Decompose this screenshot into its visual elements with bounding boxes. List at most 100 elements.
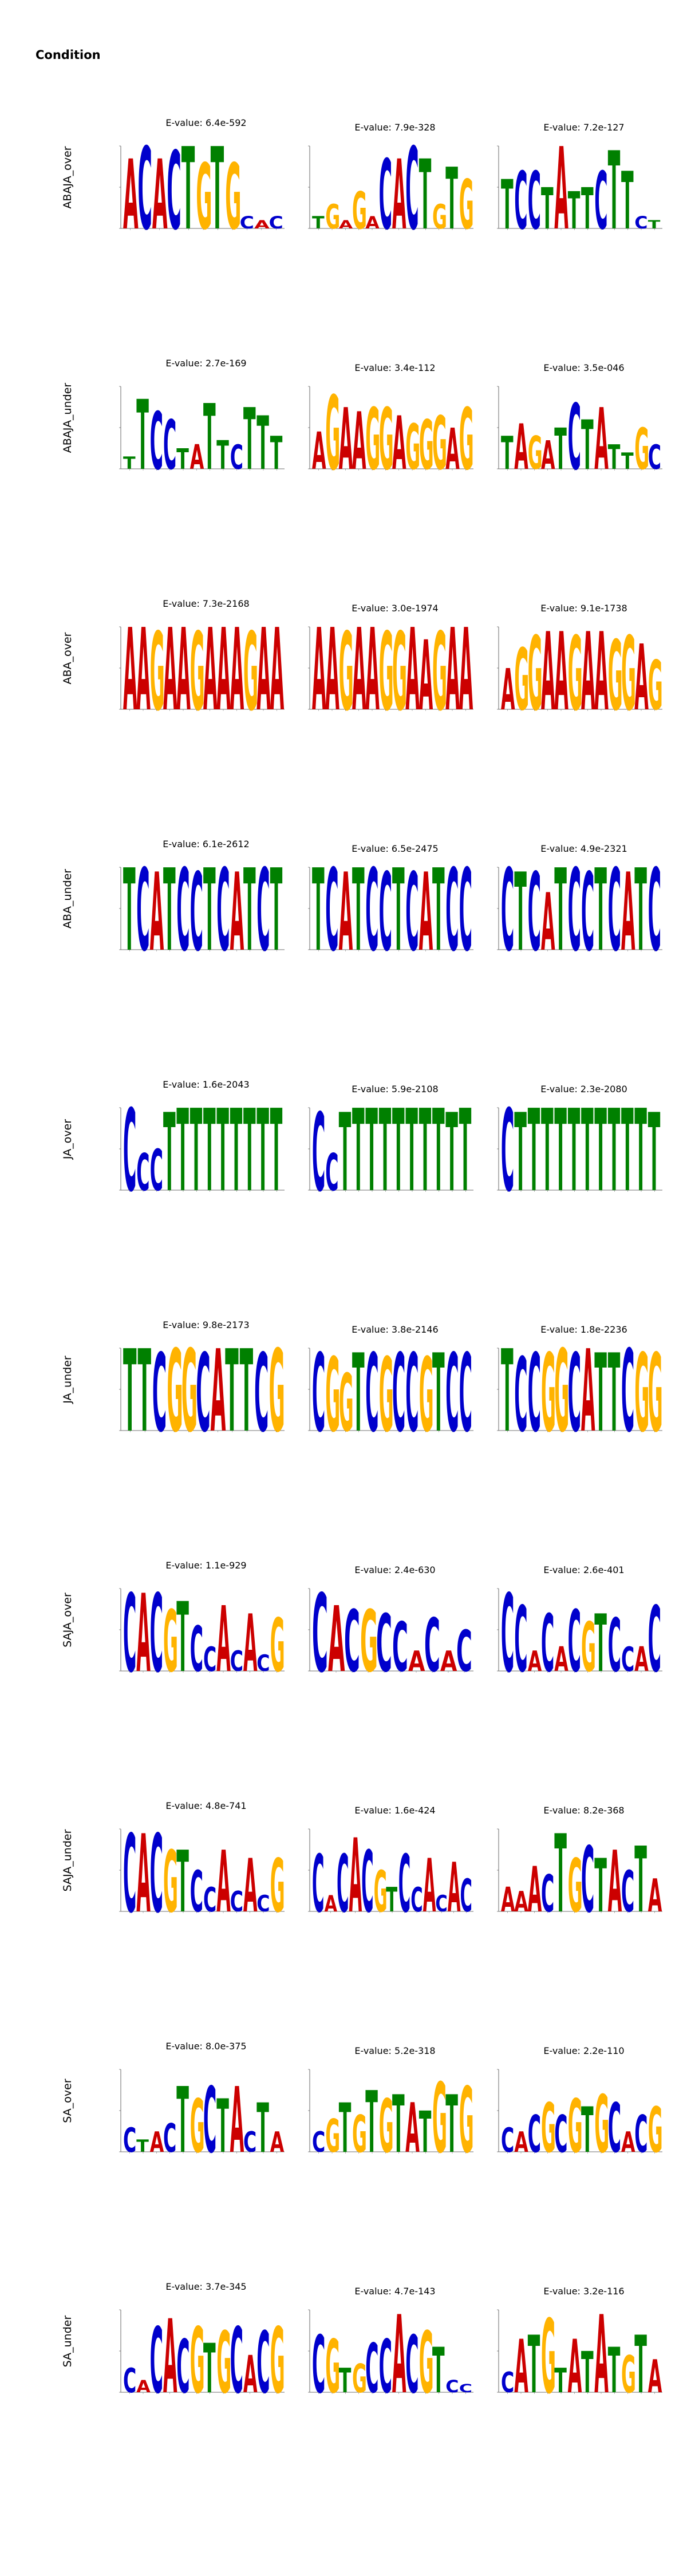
condition-row: ABAJA_over E-value: 6.4e-592 A C A C T G T G C A C E-… (0, 117, 687, 312)
logo-letter: G (325, 376, 340, 491)
logo-letter: T (581, 407, 594, 485)
logo-letter: G (190, 617, 205, 731)
logo-letter: T (216, 432, 229, 479)
logo-letter: T (203, 385, 216, 490)
logo-letter: T (123, 454, 136, 473)
logo-letter: T (594, 1097, 607, 1212)
condition-row: ABA_under E-value: 6.1e-2612 T C A T C C T C A T C T E… (0, 839, 687, 1033)
sequence-logo: C GGT C GC C GT C C (308, 1338, 473, 1452)
logo-letter: T (581, 2095, 594, 2167)
logo-letter: C (123, 1819, 136, 1933)
logo-letter: A (203, 617, 218, 731)
logo-letter: C (256, 1651, 270, 1677)
motif-panel: E-value: 7.2e-127 T C C T A T T C T T C T (489, 117, 678, 312)
logo-letter: T (203, 857, 216, 971)
logo-letter: C (365, 857, 378, 971)
logo-letter: C (152, 1338, 167, 1452)
row-label: ABAJA_under (61, 382, 74, 453)
logo-letter: C (344, 1593, 360, 1691)
logo-letter: G (528, 428, 543, 480)
logo-letter: T (554, 417, 567, 483)
logo-letter: A (648, 2351, 662, 2404)
motif-panel: E-value: 3.0e-1974 A A G A A G G A A G A A (301, 598, 489, 793)
logo-letter: G (270, 2308, 285, 2413)
logo-letter: A (634, 1640, 649, 1680)
logo-letter: T (608, 2335, 621, 2407)
row-label: SAJA_over (61, 1593, 74, 1647)
evalue-label: E-value: 9.8e-2173 (163, 1319, 250, 1330)
evalue-label: E-value: 2.4e-630 (354, 1564, 436, 1575)
motif-panel: E-value: 4.9e-2321 C T C A T C C T C A T C (489, 839, 678, 1033)
evalue-label: E-value: 5.2e-318 (354, 2045, 436, 2056)
logo-letter: C (190, 1860, 203, 1925)
logo-letter: G (339, 617, 354, 731)
logo-letter: C (312, 1578, 328, 1693)
logo-letter: C (581, 1827, 594, 1933)
logo-letter: T (594, 1598, 607, 1690)
logo-letter: T (634, 2319, 647, 2411)
logo-letter: G (365, 391, 380, 489)
logo-letter: G (432, 197, 447, 237)
logo-letter: A (176, 617, 191, 731)
logo-letter: C (379, 2325, 392, 2411)
motif-panel: E-value: 3.8e-2146 C G G T C G C C G T C C (301, 1319, 489, 1514)
logo-letter: A (445, 617, 460, 731)
logo-letter: C (424, 1603, 440, 1689)
logo-letter: T (419, 1097, 432, 1212)
logo-letter: C (365, 2330, 378, 2409)
logo-letter: C (230, 2308, 243, 2413)
logo-letter: T (568, 1097, 581, 1212)
condition-row: ABAJA_under E-value: 2.7e-169 T T C C T A T T C T T T… (0, 358, 687, 552)
logo-letter: G (419, 1338, 434, 1452)
condition-row: JA_over E-value: 1.6e-2043 C C C T T T T T T T T T E-v… (0, 1079, 687, 1274)
motif-panel: E-value: 6.5e-2475 T C A T C C T C A T C C (301, 839, 489, 1033)
logo-letter: T (256, 2090, 269, 2168)
logo-letter: C (123, 2121, 136, 2160)
logo-letter: G (459, 391, 474, 489)
logo-letter: C (196, 1338, 210, 1452)
logo-letter: G (568, 1844, 583, 1930)
motif-panel: E-value: 2.3e-2080 C T T T T T T T T T T T (489, 1079, 678, 1274)
logo-letter: G (243, 617, 258, 731)
logo-letter: A (648, 1870, 662, 1923)
logo-letter: T (243, 857, 256, 971)
logo-letter: T (176, 1834, 189, 1931)
logo-letter: C (312, 1838, 324, 1930)
logo-letter: C (392, 1338, 405, 1452)
logo-letter: T (176, 2068, 189, 2173)
logo-letter: G (541, 1338, 556, 1452)
evalue-label: E-value: 3.2e-116 (543, 2286, 625, 2297)
logo-letter: A (621, 2126, 635, 2159)
condition-row: ABA_over E-value: 7.3e-2168 A A G A A G A A A G A A E-… (0, 598, 687, 793)
logo-letter: T (339, 2361, 352, 2401)
logo-letter: C (138, 136, 152, 250)
logo-letter: C (216, 857, 230, 971)
logo-letter: C (568, 857, 581, 971)
logo-letter: C (312, 2126, 325, 2159)
logo-letter: T (386, 1881, 397, 1920)
logo-letter: G (432, 401, 447, 487)
logo-letter: C (379, 857, 392, 971)
logo-letter: T (392, 2079, 405, 2171)
logo-letter: T (270, 1097, 283, 1212)
logo-letter: C (203, 2068, 216, 2173)
logo-letter: A (123, 140, 139, 250)
evalue-label: E-value: 3.0e-1974 (352, 603, 439, 614)
logo-letter: T (581, 2341, 594, 2406)
logo-letter: G (528, 617, 543, 731)
logo-letter: T (432, 2335, 445, 2407)
logo-letter: T (163, 857, 176, 971)
logo-letter: G (419, 407, 434, 485)
logo-letter: C (230, 1645, 243, 1678)
logo-letter: C (648, 1587, 661, 1692)
condition-row: SAJA_under E-value: 4.8e-741 C A C G T C C A C A C G E… (0, 1800, 687, 1995)
logo-letter: A (408, 1645, 425, 1678)
logo-letter: T (608, 1097, 621, 1212)
logo-letter: A (352, 617, 366, 731)
logo-letter: T (528, 2319, 540, 2411)
logo-letter: C (230, 438, 243, 477)
row-label: SA_under (61, 2315, 74, 2368)
logo-letter: T (270, 428, 283, 480)
